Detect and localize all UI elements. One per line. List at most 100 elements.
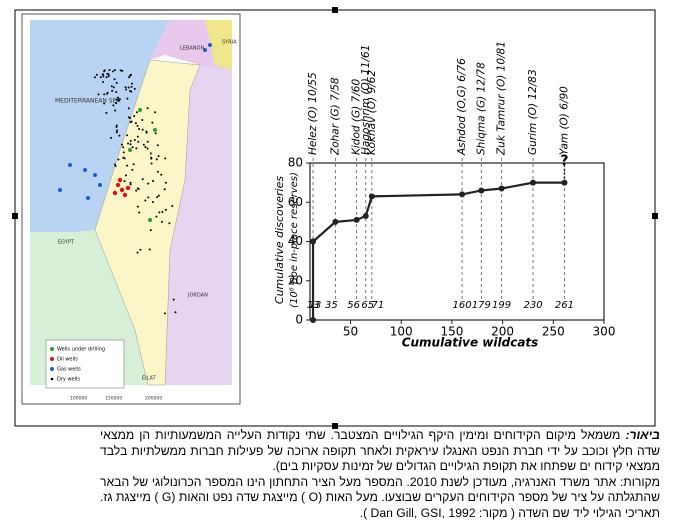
gas-dot bbox=[208, 43, 212, 47]
wildcat-label: 230 bbox=[523, 300, 542, 311]
well-dot bbox=[142, 143, 145, 146]
well-dot bbox=[174, 311, 177, 314]
oil-dot bbox=[122, 192, 128, 198]
well-dot bbox=[130, 120, 133, 123]
well-dot bbox=[103, 69, 106, 72]
data-point bbox=[310, 317, 317, 323]
well-dot bbox=[128, 76, 131, 79]
well-dot bbox=[117, 158, 120, 161]
oil-dot bbox=[125, 185, 131, 191]
field-label: Ashdod (O,G) 6/76 bbox=[456, 58, 468, 156]
well-dot bbox=[93, 76, 96, 79]
field-label: Helez (O) 10/55 bbox=[307, 72, 319, 155]
x-tick-label: 200 bbox=[491, 325, 514, 339]
well-dot bbox=[105, 76, 108, 79]
well-dot bbox=[141, 119, 144, 122]
well-dot bbox=[102, 80, 105, 83]
well-dot bbox=[120, 143, 123, 146]
field-label: Gurim (O) 12/83 bbox=[527, 69, 539, 155]
x-tick-label: 100 bbox=[390, 325, 413, 339]
gas-dot bbox=[98, 183, 102, 187]
wildcat-label: 35 bbox=[325, 300, 338, 311]
caption-sources: מקורות: אתר משרד האנרגיה, מעודכן לשנת 20… bbox=[100, 474, 660, 520]
well-dot bbox=[113, 69, 116, 72]
well-dot bbox=[146, 147, 149, 150]
well-dot bbox=[129, 143, 132, 146]
well-dot bbox=[115, 129, 118, 132]
wildcat-label: 65 bbox=[361, 300, 374, 311]
well-dot bbox=[107, 73, 110, 76]
well-dot bbox=[154, 132, 157, 135]
gas-dot bbox=[86, 196, 90, 200]
well-dot bbox=[116, 96, 119, 99]
y-tick-label: 0 bbox=[295, 313, 303, 327]
well-dot bbox=[97, 93, 100, 96]
map-label: LEBANON bbox=[180, 46, 204, 52]
well-dot bbox=[115, 81, 118, 84]
well-dot bbox=[146, 107, 149, 110]
well-dot bbox=[110, 85, 113, 88]
wildcat-label: 199 bbox=[492, 300, 511, 311]
legend-label: Wells under drilling bbox=[57, 347, 105, 353]
well-dot bbox=[112, 104, 115, 107]
well-dot bbox=[95, 73, 98, 76]
well-dot bbox=[133, 115, 136, 118]
well-dot bbox=[144, 145, 147, 148]
well-dot bbox=[127, 107, 130, 110]
oil-dot bbox=[117, 177, 123, 183]
well-dot bbox=[130, 82, 133, 85]
data-point bbox=[530, 179, 537, 186]
well-dot bbox=[107, 75, 110, 78]
x-axis-title: Cumulative wildcats bbox=[402, 336, 539, 350]
gas-dot bbox=[58, 188, 62, 192]
well-dot bbox=[115, 131, 118, 134]
well-dot bbox=[147, 182, 150, 185]
well-dot bbox=[99, 76, 102, 79]
jordan-area bbox=[165, 65, 232, 385]
well-dot bbox=[132, 163, 135, 166]
well-dot bbox=[134, 122, 137, 125]
well-dot bbox=[115, 98, 118, 101]
data-point bbox=[459, 191, 466, 198]
well-dot bbox=[137, 140, 140, 143]
y-axis-title: Cumulative discoveries bbox=[273, 176, 286, 304]
well-dot bbox=[102, 73, 105, 76]
y-tick-label: 20 bbox=[288, 273, 303, 287]
caption-paragraph: ביאור: משמאל מיקום הקידוחים ומימין היקף … bbox=[100, 428, 660, 475]
well-dot bbox=[163, 188, 166, 191]
well-dot bbox=[122, 146, 125, 149]
map-label: EILAT bbox=[142, 376, 157, 382]
drill-dot bbox=[153, 128, 157, 132]
well-dot bbox=[156, 196, 159, 199]
map-label: MEDITERRANEAN SEA bbox=[55, 98, 121, 105]
well-dot bbox=[106, 92, 109, 95]
gas-dot bbox=[203, 48, 207, 52]
well-dot bbox=[147, 196, 150, 199]
well-dot bbox=[124, 174, 127, 177]
well-dot bbox=[126, 97, 129, 100]
well-dot bbox=[144, 199, 147, 202]
well-dot bbox=[115, 91, 118, 94]
well-dot bbox=[136, 205, 139, 208]
well-dot bbox=[111, 89, 114, 92]
legend-label: Gas wells bbox=[57, 367, 81, 373]
legend-symbol bbox=[50, 367, 54, 371]
syria-area bbox=[205, 20, 232, 70]
map-label: JORDAN bbox=[187, 293, 208, 299]
oil-dot bbox=[112, 190, 118, 196]
x-tick-label: 300 bbox=[593, 325, 616, 339]
well-dot bbox=[115, 124, 118, 127]
well-dot bbox=[122, 156, 125, 159]
well-dot bbox=[146, 140, 149, 143]
well-dot bbox=[127, 86, 130, 89]
well-dot bbox=[160, 220, 163, 223]
data-point bbox=[362, 212, 369, 219]
well-dot bbox=[163, 312, 166, 315]
well-dot bbox=[113, 78, 116, 81]
well-dot bbox=[141, 178, 144, 181]
field-label: Hagoshrim (O) 11/61 bbox=[360, 45, 372, 155]
wildcat-label: 56 bbox=[347, 300, 360, 311]
well-dot bbox=[149, 152, 152, 155]
well-dot bbox=[114, 109, 117, 112]
map-legend bbox=[45, 339, 125, 389]
